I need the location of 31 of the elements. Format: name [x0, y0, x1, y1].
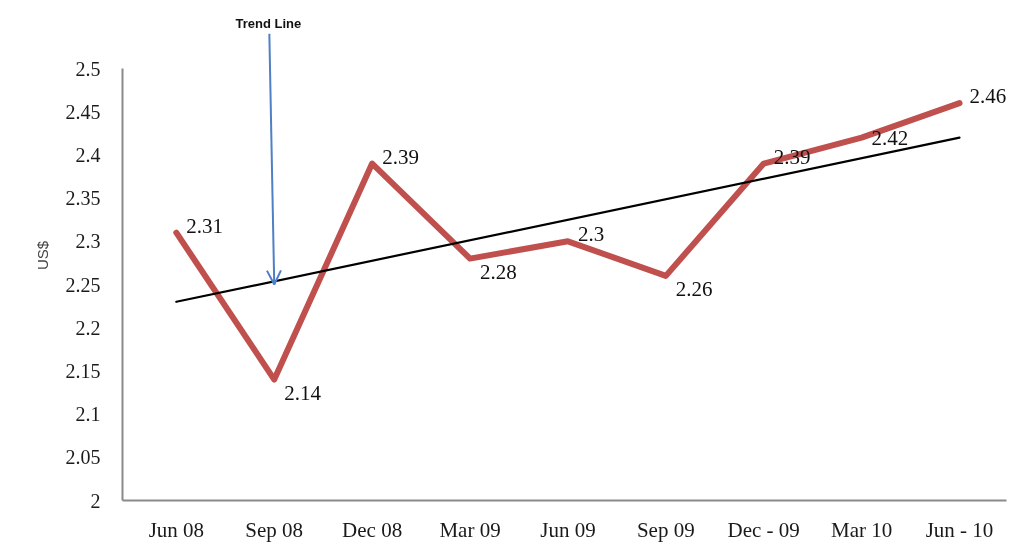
- data-label: 2.39: [382, 144, 419, 169]
- y-tick-label: 2.5: [75, 57, 101, 80]
- x-tick-label: Dec - 09: [727, 517, 800, 542]
- y-tick-label: 2: [90, 489, 101, 512]
- x-tick-label: Mar 10: [831, 517, 893, 542]
- data-label: 2.46: [969, 84, 1007, 109]
- data-label: 2.28: [480, 259, 517, 284]
- x-tick-label: Sep 09: [636, 517, 695, 542]
- y-tick-label: 2.25: [65, 273, 101, 296]
- y-axis-title: US$: [33, 240, 51, 271]
- y-tick-label: 2.4: [75, 143, 101, 166]
- x-tick-label: Jun 09: [540, 517, 596, 542]
- x-tick-label: Sep 08: [245, 517, 304, 542]
- data-label: 2.42: [871, 125, 909, 150]
- x-tick-label: Dec 08: [342, 517, 403, 542]
- y-tick-label: 2.05: [65, 446, 101, 469]
- x-tick-label: Jun 08: [148, 517, 205, 542]
- y-tick-label: 2.1: [75, 403, 101, 426]
- data-label: 2.14: [284, 380, 322, 405]
- data-label: 2.26: [675, 276, 713, 301]
- x-tick-label: Jun - 10: [925, 517, 994, 542]
- x-tick-label: Mar 09: [439, 517, 501, 542]
- y-tick-label: 2.15: [65, 359, 101, 382]
- annotation: Trend Line: [235, 15, 302, 31]
- data-label: 2.39: [773, 144, 811, 169]
- y-tick-label: 2.45: [65, 100, 101, 123]
- data-label: 2.31: [186, 213, 224, 238]
- y-tick-label: 2.2: [75, 316, 101, 339]
- y-tick-label: 2.3: [75, 230, 101, 253]
- data-label: 2.3: [577, 222, 605, 247]
- y-tick-label: 2.35: [65, 187, 101, 210]
